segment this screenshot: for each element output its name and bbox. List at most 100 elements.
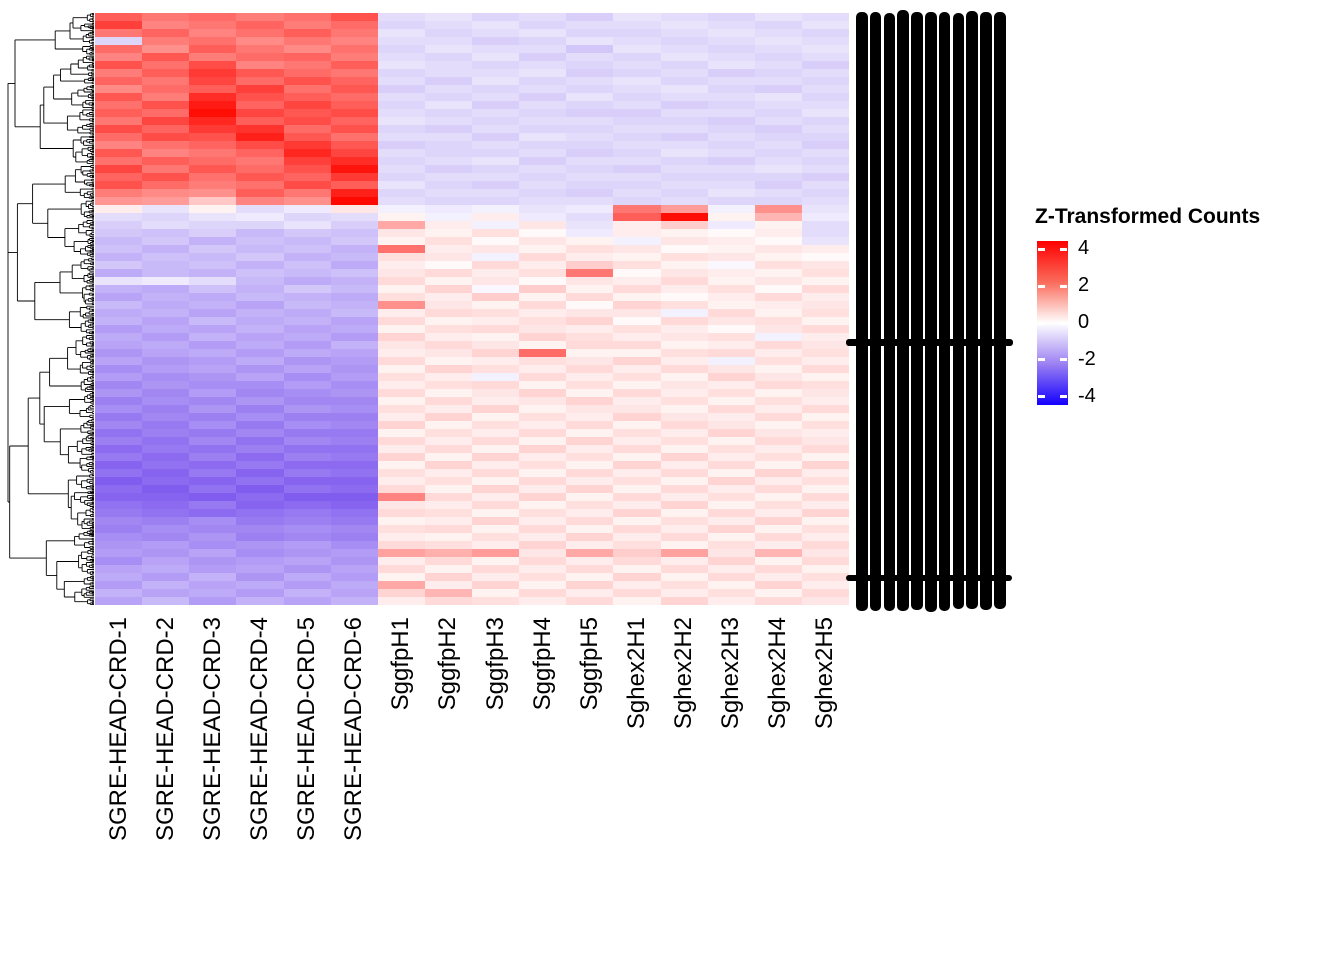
heatmap-cell: [377, 85, 425, 93]
heatmap-cell: [189, 501, 237, 509]
legend-title: Z-Transformed Counts: [1035, 205, 1261, 228]
heatmap-cell: [236, 421, 284, 429]
heatmap-cell: [613, 181, 661, 189]
heatmap-cell: [189, 117, 237, 125]
heatmap-cell: [330, 565, 378, 573]
heatmap-cell: [142, 517, 190, 525]
heatmap-cell: [566, 461, 614, 469]
heatmap-cell: [472, 117, 520, 125]
heatmap-cell: [566, 501, 614, 509]
heatmap-cell: [330, 85, 378, 93]
heatmap-cell: [519, 477, 567, 485]
heatmap-cell: [613, 549, 661, 557]
heatmap-cell: [754, 525, 802, 533]
heatmap-cell: [801, 101, 849, 109]
heatmap-cell: [801, 405, 849, 413]
heatmap-cell: [142, 109, 190, 117]
heatmap-cell: [236, 53, 284, 61]
heatmap-cell: [424, 493, 472, 501]
heatmap-cell: [95, 429, 143, 437]
heatmap-cell: [236, 413, 284, 421]
heatmap-cell: [566, 541, 614, 549]
heatmap-cell: [330, 365, 378, 373]
heatmap-cell: [613, 381, 661, 389]
heatmap-cell: [707, 301, 755, 309]
heatmap-cell: [472, 533, 520, 541]
heatmap-cell: [707, 141, 755, 149]
heatmap-cell: [330, 133, 378, 141]
heatmap-cell: [660, 341, 708, 349]
heatmap-cell: [95, 501, 143, 509]
heatmap-cell: [801, 149, 849, 157]
heatmap-cell: [613, 93, 661, 101]
heatmap-cell: [519, 213, 567, 221]
heatmap-cell: [472, 269, 520, 277]
heatmap-cell: [95, 117, 143, 125]
heatmap-cell: [236, 21, 284, 29]
heatmap-cell: [189, 277, 237, 285]
heatmap-cell: [754, 429, 802, 437]
heatmap-cell: [189, 253, 237, 261]
heatmap-cell: [660, 45, 708, 53]
heatmap-cell: [519, 421, 567, 429]
heatmap-cell: [142, 61, 190, 69]
heatmap-cell: [95, 93, 143, 101]
heatmap-cell: [95, 493, 143, 501]
row-label-bar: [994, 12, 1006, 609]
heatmap-cell: [424, 525, 472, 533]
column-label: Sghex2H1: [622, 617, 650, 730]
heatmap-cell: [142, 197, 190, 205]
heatmap-cell: [566, 469, 614, 477]
heatmap-cell: [142, 349, 190, 357]
heatmap-cell: [801, 333, 849, 341]
heatmap-cell: [707, 453, 755, 461]
heatmap-cell: [519, 397, 567, 405]
heatmap-cell: [566, 309, 614, 317]
heatmap-cell: [754, 197, 802, 205]
heatmap-cell: [95, 413, 143, 421]
heatmap-cell: [283, 117, 331, 125]
heatmap-cell: [707, 397, 755, 405]
heatmap-cell: [330, 53, 378, 61]
heatmap-cell: [189, 413, 237, 421]
heatmap-cell: [519, 469, 567, 477]
heatmap-cell: [283, 389, 331, 397]
column-label: SGRE-HEAD-CRD-5: [293, 617, 321, 842]
heatmap-cell: [754, 29, 802, 37]
heatmap-cell: [142, 285, 190, 293]
heatmap-cell: [95, 597, 143, 605]
heatmap-cell: [189, 517, 237, 525]
heatmap-cell: [801, 197, 849, 205]
column-label: Sghex2H5: [811, 617, 839, 730]
heatmap-cell: [613, 541, 661, 549]
heatmap-cell: [377, 181, 425, 189]
heatmap-cell: [754, 237, 802, 245]
heatmap-cell: [424, 85, 472, 93]
legend-tick-mark: [1038, 395, 1045, 399]
heatmap-cell: [566, 125, 614, 133]
heatmap-cell: [424, 445, 472, 453]
heatmap-cell: [142, 573, 190, 581]
heatmap-cell: [519, 261, 567, 269]
heatmap-cell: [566, 141, 614, 149]
heatmap-cell: [189, 461, 237, 469]
row-labels-overlapped: [846, 10, 1013, 614]
heatmap-cell: [707, 189, 755, 197]
heatmap-cell: [754, 141, 802, 149]
heatmap-cell: [377, 133, 425, 141]
legend-tick-mark: [1038, 247, 1045, 251]
heatmap-cell: [424, 77, 472, 85]
heatmap-cell: [754, 189, 802, 197]
heatmap-cell: [424, 229, 472, 237]
heatmap-cell: [236, 205, 284, 213]
heatmap-cell: [472, 557, 520, 565]
heatmap-cell: [283, 293, 331, 301]
heatmap-cell: [330, 477, 378, 485]
heatmap-cell: [424, 301, 472, 309]
heatmap-cell: [660, 125, 708, 133]
heatmap-cell: [613, 125, 661, 133]
heatmap-cell: [754, 453, 802, 461]
heatmap-cell: [377, 157, 425, 165]
heatmap-cell: [707, 53, 755, 61]
heatmap-cell: [283, 21, 331, 29]
